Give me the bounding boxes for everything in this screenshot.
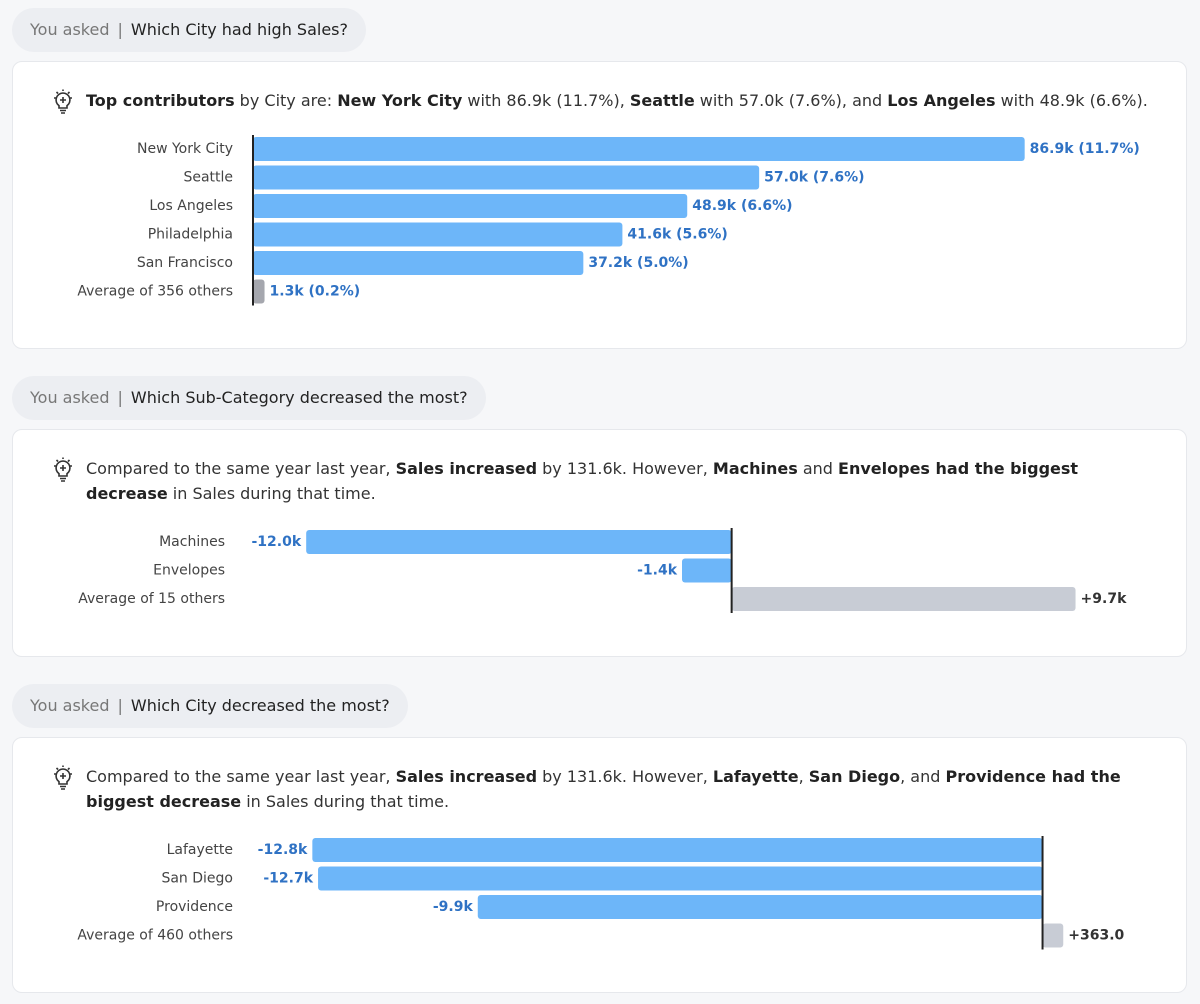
category-label: Average of 15 others — [78, 591, 225, 607]
answer-card: Compared to the same year last year, Sal… — [12, 429, 1187, 657]
summary-text: with 57.0k (7.6%), and — [694, 91, 888, 110]
bar — [253, 222, 623, 247]
category-label: San Diego — [161, 870, 233, 886]
summary: Compared to the same year last year, Sal… — [86, 764, 1156, 814]
summary-text: Compared to the same year last year, — [86, 766, 396, 786]
value-label: 1.3k (0.2%) — [270, 284, 361, 300]
qa-block: You asked | Which Sub-Category decreased t… — [12, 376, 1187, 657]
bar — [731, 587, 1076, 611]
summary-bold: Providence had the biggest decrease — [86, 766, 1121, 811]
answer-card: Compared to the same year last year, Sal… — [12, 736, 1187, 993]
separator: | — [117, 388, 123, 407]
question: Which City had high Sales? — [130, 20, 348, 39]
bulb-base — [54, 89, 72, 114]
question-pill: You asked | Which Sub-Category decreased t… — [12, 376, 486, 420]
category-label: Envelopes — [153, 563, 225, 579]
bar — [253, 194, 688, 218]
summary-text: with 48.9k (6.6%). — [995, 91, 1148, 110]
separator: | — [117, 695, 123, 715]
summary-text: and — [797, 459, 839, 478]
prompt-label: You asked — [30, 695, 110, 715]
bar-chart: Lafayette -12.8k San Diego -12.7k Providence… — [77, 835, 1125, 949]
qa-block: You asked | Which City had high Sales? Top … — [12, 8, 1187, 349]
bulb-base — [54, 765, 72, 790]
value-label: 57.0k (7.6%) — [764, 170, 864, 186]
category-label: Los Angeles — [149, 198, 233, 214]
value-label: -12.8k — [258, 842, 308, 858]
bar — [253, 251, 584, 275]
bar-chart: Machines -12.0k Envelopes -1.4k Average of 1… — [78, 528, 1128, 613]
bar — [312, 837, 1043, 862]
value-label: -9.9k — [433, 899, 474, 915]
qa-block: You asked | Which City decreased the most?… — [12, 683, 1187, 993]
summary-text: by 131.6k. However, — [537, 766, 713, 786]
category-label: Average of 460 others — [77, 927, 233, 943]
category-label: Seattle — [183, 170, 233, 186]
bar — [253, 165, 760, 190]
value-label: -1.4k — [637, 563, 678, 579]
bar-chart: New York City 86.9k (11.7%) Seattle 57.0k (… — [77, 135, 1140, 306]
value-label: -12.7k — [263, 870, 313, 886]
summary-text: , — [798, 766, 809, 786]
summary-bold: Top contributors — [86, 91, 235, 110]
category-label: San Francisco — [137, 255, 233, 271]
bar — [682, 558, 732, 583]
summary-bold: Lafayette — [712, 766, 799, 786]
summary-bold: Envelopes had the biggest decrease — [86, 459, 1079, 503]
category-label: Average of 356 others — [77, 284, 233, 300]
category-label: Machines — [159, 534, 225, 550]
summary-text: in Sales during that time. — [167, 484, 376, 503]
bulb — [55, 460, 71, 477]
bar — [477, 894, 1043, 919]
bar — [318, 866, 1043, 890]
value-label: 86.9k (11.7%) — [1030, 141, 1140, 157]
question: Which City decreased the most? — [130, 695, 390, 715]
value-label: -12.0k — [252, 534, 302, 550]
question-pill: You asked | Which City had high Sales? — [12, 8, 366, 52]
summary-bold: Seattle — [629, 91, 695, 110]
bar — [253, 279, 265, 304]
bulb-base — [54, 457, 72, 482]
summary-bold: Sales increased — [395, 459, 538, 478]
summary: Top contributors by City are: New York C… — [86, 88, 1156, 113]
prompt-label: You asked — [30, 20, 110, 39]
question-pill: You asked | Which City decreased the most? — [12, 683, 408, 728]
category-label: New York City — [137, 141, 233, 157]
bar — [306, 530, 732, 554]
summary-text: by City are: — [234, 91, 338, 110]
summary-bold: Machines — [712, 459, 798, 478]
bar — [1042, 923, 1064, 947]
summary-text: Compared to the same year last year, — [86, 459, 396, 478]
insight-icon — [54, 765, 72, 790]
prompt-label: You asked — [30, 388, 110, 407]
summary-bold: Los Angeles — [887, 91, 996, 110]
category-label: Lafayette — [167, 842, 233, 858]
summary: Compared to the same year last year, Sal… — [86, 456, 1156, 506]
summary-text: by 131.6k. However, — [537, 459, 713, 478]
summary-bold: Sales increased — [395, 766, 538, 786]
question: Which Sub-Category decreased the most? — [130, 388, 468, 407]
summary-bold: San Diego — [808, 766, 901, 786]
value-label: +9.7k — [1081, 591, 1128, 607]
summary-bold: New York City — [337, 91, 463, 110]
answer-card: Top contributors by City are: New York C… — [12, 61, 1187, 349]
summary-text: , and — [900, 766, 946, 786]
bulb — [55, 767, 71, 785]
value-label: 41.6k (5.6%) — [627, 227, 727, 243]
category-label: Providence — [156, 899, 233, 915]
separator: | — [117, 20, 123, 39]
value-label: +363.0 — [1068, 927, 1124, 943]
insight-icon — [54, 89, 72, 114]
category-label: Philadelphia — [148, 227, 233, 243]
bar — [253, 137, 1025, 161]
value-label: 48.9k (6.6%) — [692, 198, 792, 214]
insight-icon — [54, 457, 72, 482]
summary-text: with 86.9k (11.7%), — [462, 91, 630, 110]
summary-text: in Sales during that time. — [241, 791, 450, 811]
value-label: 37.2k (5.0%) — [588, 255, 688, 271]
bulb — [55, 92, 71, 109]
